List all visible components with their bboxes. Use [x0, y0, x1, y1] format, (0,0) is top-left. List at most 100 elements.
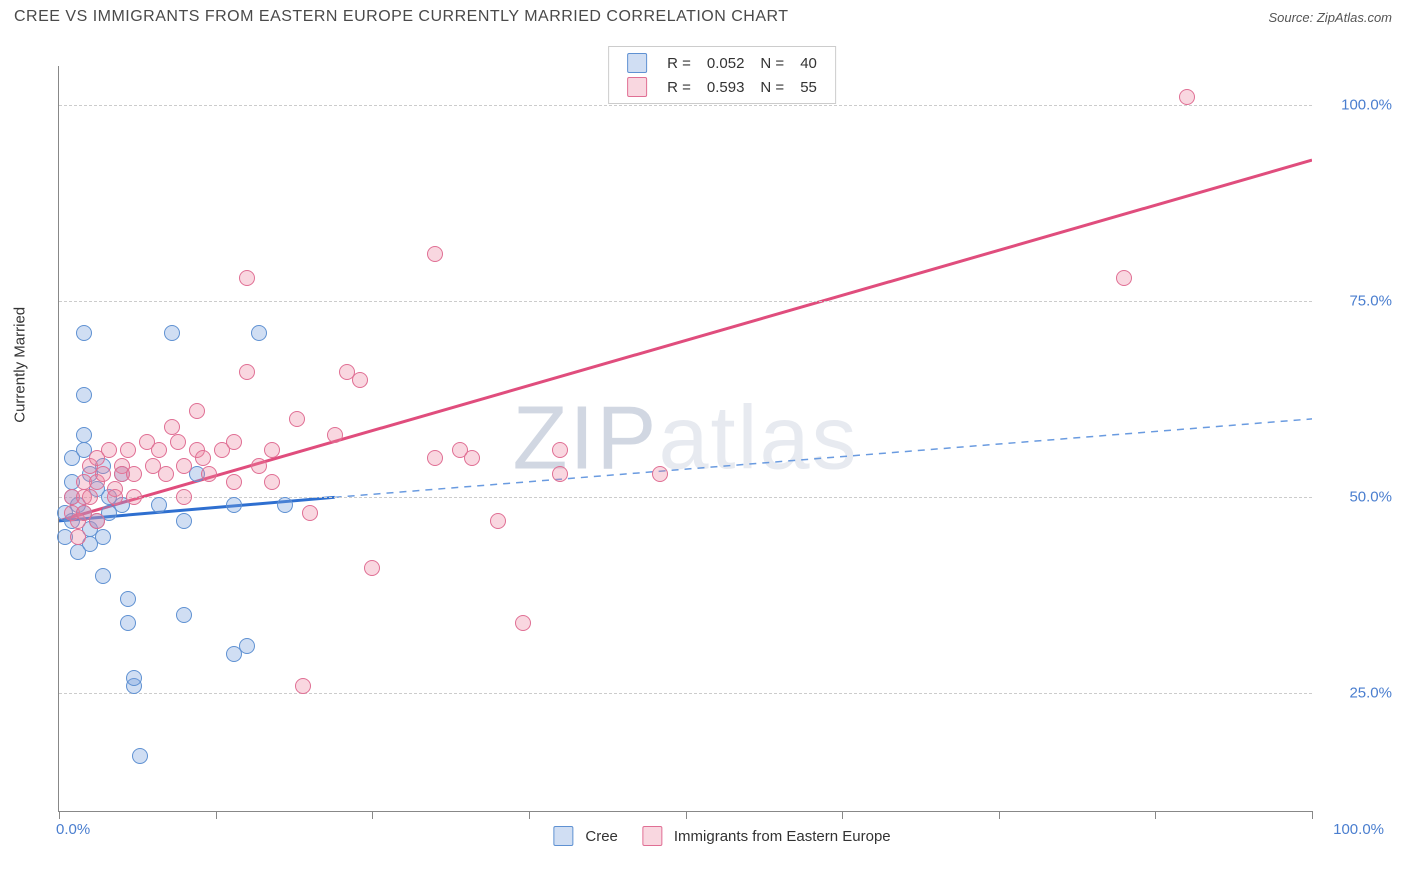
- legend-item: Immigrants from Eastern Europe: [642, 826, 891, 846]
- legend-label: Immigrants from Eastern Europe: [674, 828, 891, 845]
- legend-n-value: 40: [792, 51, 825, 75]
- data-point: [251, 325, 267, 341]
- legend-r-label: R =: [659, 75, 699, 99]
- data-point: [126, 670, 142, 686]
- data-point: [239, 638, 255, 654]
- x-tick: [59, 811, 60, 819]
- x-axis-min-label: 0.0%: [56, 821, 90, 838]
- data-point: [201, 466, 217, 482]
- data-point: [327, 427, 343, 443]
- data-point: [76, 387, 92, 403]
- data-point: [164, 325, 180, 341]
- legend-r-value: 0.593: [699, 75, 753, 99]
- data-point: [464, 450, 480, 466]
- data-point: [76, 427, 92, 443]
- data-point: [176, 458, 192, 474]
- data-point: [89, 513, 105, 529]
- y-tick-label: 75.0%: [1320, 293, 1392, 310]
- data-point: [120, 442, 136, 458]
- legend-n-label: N =: [752, 51, 792, 75]
- legend-r-label: R =: [659, 51, 699, 75]
- trend-lines: [59, 66, 1312, 811]
- data-point: [101, 442, 117, 458]
- data-point: [277, 497, 293, 513]
- x-tick: [1312, 811, 1313, 819]
- data-point: [264, 474, 280, 490]
- plot-area: ZIPatlas 25.0%50.0%75.0%100.0%: [58, 66, 1312, 812]
- gridline: [59, 693, 1312, 694]
- series-legend: Cree Immigrants from Eastern Europe: [553, 826, 890, 846]
- data-point: [126, 489, 142, 505]
- x-tick: [999, 811, 1000, 819]
- data-point: [352, 372, 368, 388]
- data-point: [189, 403, 205, 419]
- x-axis-max-label: 100.0%: [1333, 821, 1384, 838]
- data-point: [151, 442, 167, 458]
- chart-container: Currently Married ZIPatlas 25.0%50.0%75.…: [48, 48, 1396, 850]
- data-point: [226, 497, 242, 513]
- source-label: Source: ZipAtlas.com: [1268, 10, 1392, 25]
- legend-n-label: N =: [752, 75, 792, 99]
- data-point: [226, 474, 242, 490]
- data-point: [226, 434, 242, 450]
- data-point: [164, 419, 180, 435]
- data-point: [239, 270, 255, 286]
- data-point: [158, 466, 174, 482]
- y-tick-label: 100.0%: [1320, 97, 1392, 114]
- data-point: [251, 458, 267, 474]
- data-point: [364, 560, 380, 576]
- legend-item: Cree: [553, 826, 618, 846]
- data-point: [289, 411, 305, 427]
- data-point: [195, 450, 211, 466]
- x-tick: [686, 811, 687, 819]
- legend-row: R =0.593N =55: [619, 75, 825, 99]
- y-tick-label: 25.0%: [1320, 685, 1392, 702]
- data-point: [82, 489, 98, 505]
- data-point: [132, 748, 148, 764]
- chart-title: CREE VS IMMIGRANTS FROM EASTERN EUROPE C…: [14, 8, 789, 26]
- x-tick: [529, 811, 530, 819]
- legend-swatch: [627, 53, 647, 73]
- legend-swatch: [553, 826, 573, 846]
- data-point: [70, 529, 86, 545]
- y-axis-title: Currently Married: [12, 307, 29, 423]
- data-point: [552, 442, 568, 458]
- correlation-legend: R =0.052N =40R =0.593N =55: [608, 46, 836, 104]
- data-point: [176, 489, 192, 505]
- data-point: [151, 497, 167, 513]
- data-point: [76, 325, 92, 341]
- data-point: [552, 466, 568, 482]
- gridline: [59, 301, 1312, 302]
- x-tick: [216, 811, 217, 819]
- legend-swatch: [642, 826, 662, 846]
- data-point: [1116, 270, 1132, 286]
- data-point: [126, 466, 142, 482]
- legend-r-value: 0.052: [699, 51, 753, 75]
- data-point: [515, 615, 531, 631]
- y-tick-label: 50.0%: [1320, 489, 1392, 506]
- x-tick: [372, 811, 373, 819]
- data-point: [295, 678, 311, 694]
- data-point: [120, 591, 136, 607]
- legend-label: Cree: [585, 828, 618, 845]
- legend-swatch: [627, 77, 647, 97]
- data-point: [264, 442, 280, 458]
- data-point: [652, 466, 668, 482]
- data-point: [490, 513, 506, 529]
- data-point: [120, 615, 136, 631]
- data-point: [107, 489, 123, 505]
- data-point: [95, 568, 111, 584]
- data-point: [239, 364, 255, 380]
- data-point: [95, 529, 111, 545]
- x-tick: [842, 811, 843, 819]
- data-point: [176, 513, 192, 529]
- data-point: [176, 607, 192, 623]
- gridline: [59, 497, 1312, 498]
- x-tick: [1155, 811, 1156, 819]
- data-point: [427, 450, 443, 466]
- legend-n-value: 55: [792, 75, 825, 99]
- data-point: [170, 434, 186, 450]
- data-point: [427, 246, 443, 262]
- data-point: [302, 505, 318, 521]
- legend-row: R =0.052N =40: [619, 51, 825, 75]
